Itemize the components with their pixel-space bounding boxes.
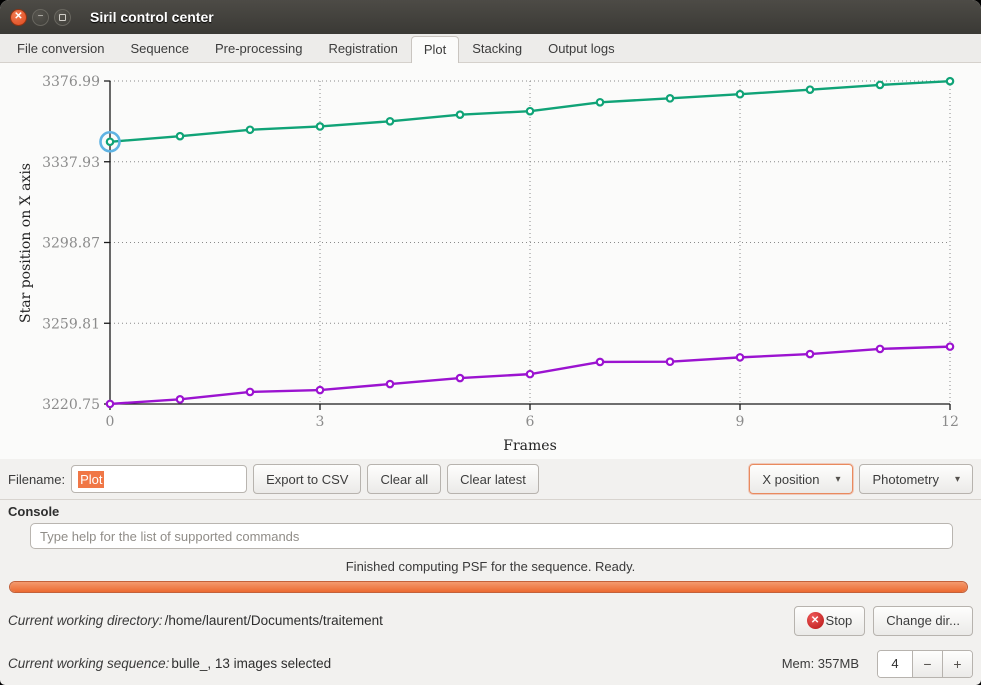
status-text: Finished computing PSF for the sequence.… (345, 558, 636, 574)
sequence-label: Current working sequence: (8, 656, 170, 671)
y-tick-label: 3259.81 (42, 316, 100, 332)
data-point-star-x-position-lower-9[interactable] (735, 353, 745, 362)
console-command-input[interactable] (30, 523, 953, 549)
thread-decrement-button[interactable]: − (912, 650, 942, 677)
data-point-star-x-position-lower-12[interactable] (945, 342, 955, 351)
tab-sequence[interactable]: Sequence (130, 41, 189, 56)
thread-spinner: 4 − + (877, 649, 973, 678)
y-axis-title: Star position on X axis (18, 163, 34, 323)
y-tick-label: 3376.99 (42, 74, 100, 90)
data-point-star-x-position-lower-3[interactable] (315, 385, 325, 395)
tab-stacking[interactable]: Stacking (472, 41, 523, 56)
sequence-value: bulle_, 13 images selected (171, 656, 332, 671)
x-axis-title: Frames (503, 438, 557, 454)
data-point-star-x-position-upper-10[interactable] (805, 85, 815, 94)
chevron-down-icon: ▾ (954, 473, 960, 485)
cwd-label: Current working directory: (8, 613, 163, 628)
x-tick-label: 12 (941, 414, 959, 430)
star-position-chart: 3220.75 3259.81 3298.87 3337.93 3376.99 0 3 6 9 1… (18, 74, 959, 454)
x-tick-label: 0 (106, 414, 115, 430)
data-point-star-x-position-upper-4[interactable] (385, 116, 395, 126)
data-point-star-x-position-upper-3[interactable] (315, 122, 325, 131)
plot-controls-row: Filename: Plot Export to CSV Clear all C… (0, 459, 981, 499)
export-csv-button[interactable]: Export to CSV (253, 464, 362, 494)
change-dir-button[interactable]: Change dir... (873, 605, 973, 636)
data-point-star-x-position-upper-2[interactable] (245, 125, 255, 135)
thread-increment-button[interactable]: + (942, 650, 972, 677)
chevron-down-icon: ▾ (835, 473, 841, 485)
console-input-row (0, 521, 981, 553)
data-point-star-x-position-upper-11[interactable] (875, 80, 885, 90)
y-tick-label: 3298.87 (42, 236, 100, 252)
progress-fill (10, 582, 967, 592)
data-point-star-x-position-upper-6[interactable] (525, 106, 535, 116)
tab-bar: File conversion Sequence Pre-processing … (0, 34, 981, 63)
maximize-icon[interactable] (54, 8, 71, 26)
window-title: Siril control center (90, 9, 214, 25)
tab-registration[interactable]: Registration (328, 41, 398, 56)
data-point-star-x-position-upper-0[interactable] (105, 137, 115, 147)
cwd-value: /home/laurent/Documents/traitement (164, 613, 383, 628)
data-point-star-x-position-upper-8[interactable] (665, 94, 675, 103)
data-point-star-x-position-lower-7[interactable] (595, 357, 605, 367)
filename-label: Filename: (8, 471, 66, 487)
data-point-star-x-position-upper-9[interactable] (735, 89, 745, 99)
clear-latest-button[interactable]: Clear latest (447, 464, 539, 494)
filename-input[interactable]: Plot (71, 465, 248, 493)
selected-point-highlight (99, 130, 121, 153)
clear-all-button[interactable]: Clear all (367, 464, 442, 494)
data-point-star-x-position-lower-0[interactable] (105, 399, 115, 409)
console-header: Console (0, 499, 981, 521)
tab-file-conversion[interactable]: File conversion (17, 41, 105, 56)
plot-area: 3220.75 3259.81 3298.87 3337.93 3376.99 0 3 6 9 1… (0, 63, 981, 459)
data-point-star-x-position-upper-7[interactable] (595, 97, 605, 107)
sequence-row: Current working sequence: bulle_, 13 ima… (0, 642, 981, 685)
data-point-star-x-position-upper-12[interactable] (945, 76, 955, 86)
data-point-star-x-position-lower-5[interactable] (455, 373, 465, 383)
titlebar[interactable]: ✕ − Siril control center (0, 0, 981, 34)
y-tick-label: 3337.93 (42, 155, 100, 171)
tab-plot[interactable]: Plot (410, 36, 460, 63)
data-point-star-x-position-upper-1[interactable] (175, 131, 185, 141)
y-tick-label: 3220.75 (42, 397, 100, 413)
data-point-star-x-position-lower-10[interactable] (805, 349, 815, 359)
data-point-star-x-position-upper-5[interactable] (455, 110, 465, 119)
x-tick-label: 9 (736, 414, 745, 430)
progress-bar (9, 581, 968, 593)
tab-output-logs[interactable]: Output logs (548, 41, 615, 56)
stop-button[interactable]: ✕ Stop (793, 605, 866, 636)
data-point-star-x-position-lower-8[interactable] (665, 357, 675, 367)
x-tick-label: 3 (316, 414, 325, 430)
cwd-row: Current working directory: /home/laurent… (0, 599, 981, 642)
data-point-star-x-position-lower-2[interactable] (245, 387, 255, 397)
thread-count-value[interactable]: 4 (878, 650, 912, 677)
data-point-star-x-position-lower-6[interactable] (525, 369, 535, 379)
data-point-star-x-position-lower-11[interactable] (875, 344, 885, 354)
memory-usage: Mem: 357MB (781, 656, 859, 671)
filename-selected-text: Plot (78, 470, 105, 488)
close-icon[interactable]: ✕ (10, 8, 27, 26)
x-tick-label: 6 (526, 414, 535, 430)
stop-icon: ✕ (806, 612, 824, 629)
x-position-dropdown[interactable]: X position ▾ (749, 464, 854, 494)
minimize-icon[interactable]: − (32, 8, 49, 26)
data-point-star-x-position-lower-1[interactable] (175, 395, 185, 404)
tab-pre-processing[interactable]: Pre-processing (215, 41, 303, 56)
data-point-star-x-position-lower-4[interactable] (385, 379, 395, 389)
photometry-dropdown[interactable]: Photometry ▾ (859, 464, 973, 494)
